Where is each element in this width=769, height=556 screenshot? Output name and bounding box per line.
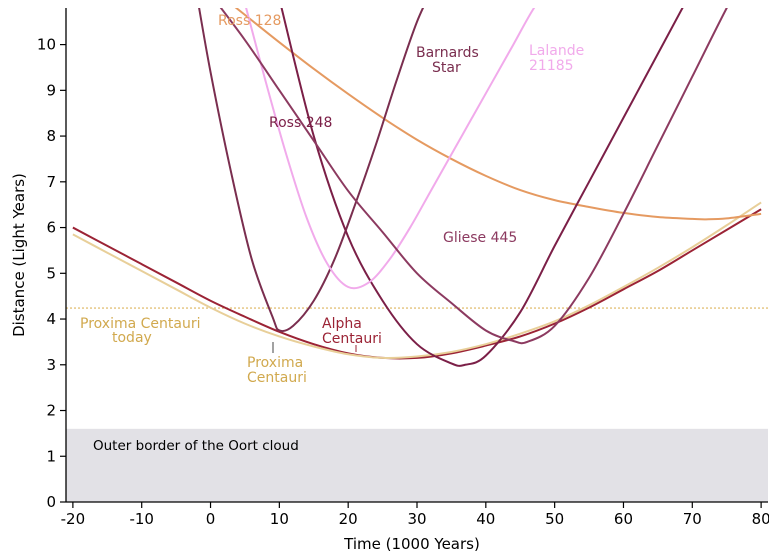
y-tick-label: 6 (46, 219, 56, 237)
series-line-gliese-445 (219, 8, 728, 345)
y-tick-label: 3 (46, 356, 56, 374)
lalande-label-line2: 21185 (529, 58, 574, 74)
label-proxima-centauri: Proxima Centauri (247, 342, 307, 386)
x-tick-label: 60 (614, 510, 633, 528)
label-lalande-21185: Lalande 21185 (529, 43, 584, 74)
y-ticks: 0 1 2 3 4 5 6 7 8 9 10 (37, 36, 66, 511)
x-tick-label: 40 (476, 510, 495, 528)
x-tick-label: 0 (206, 510, 216, 528)
x-tick-label: -10 (129, 510, 154, 528)
lalande-label-line1: Lalande (529, 43, 584, 59)
oort-cloud-label: Outer border of the Oort cloud (93, 438, 299, 454)
label-proxima-today: Proxima Centauri today (80, 316, 200, 346)
series-line-alpha-centauri (72, 208, 762, 360)
label-barnards-star: Barnards Star (416, 45, 479, 76)
proxima-today-label-line1: Proxima Centauri (80, 316, 200, 332)
series-line-lalande-21185 (245, 8, 536, 290)
ross-248-label: Ross 248 (269, 115, 332, 131)
x-ticks: -20 -10 0 10 20 30 40 50 60 70 80 (61, 502, 769, 528)
y-tick-label: 7 (46, 173, 56, 191)
x-tick-label: 50 (545, 510, 564, 528)
proxima-today-label-line2: today (112, 330, 152, 346)
label-alpha-centauri: Alpha Centauri (322, 316, 382, 352)
proxima-centauri-label-line2: Centauri (247, 370, 307, 386)
gliese-445-label: Gliese 445 (443, 230, 517, 246)
barnards-star-label-line1: Barnards (416, 45, 479, 61)
y-tick-label: 9 (46, 81, 56, 99)
y-tick-label: 2 (46, 402, 56, 420)
series-line-ross-248 (280, 8, 684, 367)
series-line-barnards-star (198, 8, 425, 333)
alpha-centauri-label-line1: Alpha (322, 316, 362, 332)
proxima-centauri-label-line1: Proxima (247, 355, 303, 371)
x-tick-label: 30 (407, 510, 426, 528)
x-axis-title: Time (1000 Years) (343, 535, 480, 553)
alpha-centauri-label-line2: Centauri (322, 331, 382, 347)
x-tick-label: 80 (752, 510, 769, 528)
x-tick-label: 70 (683, 510, 702, 528)
y-axis-title: Distance (Light Years) (10, 173, 28, 337)
y-tick-label: 10 (37, 36, 56, 54)
series-line-ross-128 (234, 8, 762, 221)
y-tick-label: 0 (46, 493, 56, 511)
y-tick-label: 4 (46, 310, 56, 328)
series-line-proxima-centauri (72, 201, 762, 360)
x-tick-label: 10 (270, 510, 289, 528)
barnards-star-label-line2: Star (432, 60, 461, 76)
oort-cloud-region (66, 428, 768, 502)
y-tick-label: 5 (46, 264, 56, 282)
x-tick-label: -20 (61, 510, 86, 528)
y-tick-label: 1 (46, 447, 56, 465)
axes (65, 8, 768, 503)
x-tick-label: 20 (339, 510, 358, 528)
ross-128-label: Ross 128 (218, 13, 281, 29)
y-tick-label: 8 (46, 127, 56, 145)
series-lines (72, 8, 762, 367)
